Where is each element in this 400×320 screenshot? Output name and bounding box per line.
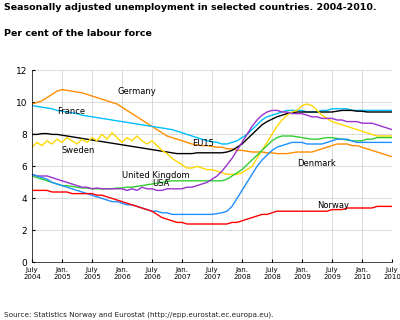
Text: Per cent of the labour force: Per cent of the labour force: [4, 29, 152, 38]
Text: Germany: Germany: [117, 87, 156, 96]
Text: EU15: EU15: [192, 140, 214, 148]
Text: Source: Statistics Norway and Eurostat (http://epp.eurostat.ec.europa.eu).: Source: Statistics Norway and Eurostat (…: [4, 312, 273, 318]
Text: Sweden: Sweden: [62, 146, 95, 155]
Text: Norway: Norway: [317, 201, 349, 210]
Text: United Kingdom: United Kingdom: [122, 171, 190, 180]
Text: USA: USA: [152, 179, 169, 188]
Text: France: France: [57, 107, 85, 116]
Text: Seasonally adjusted unemployment in selected countries. 2004-2010.: Seasonally adjusted unemployment in sele…: [4, 3, 377, 12]
Text: Denmark: Denmark: [297, 159, 336, 169]
